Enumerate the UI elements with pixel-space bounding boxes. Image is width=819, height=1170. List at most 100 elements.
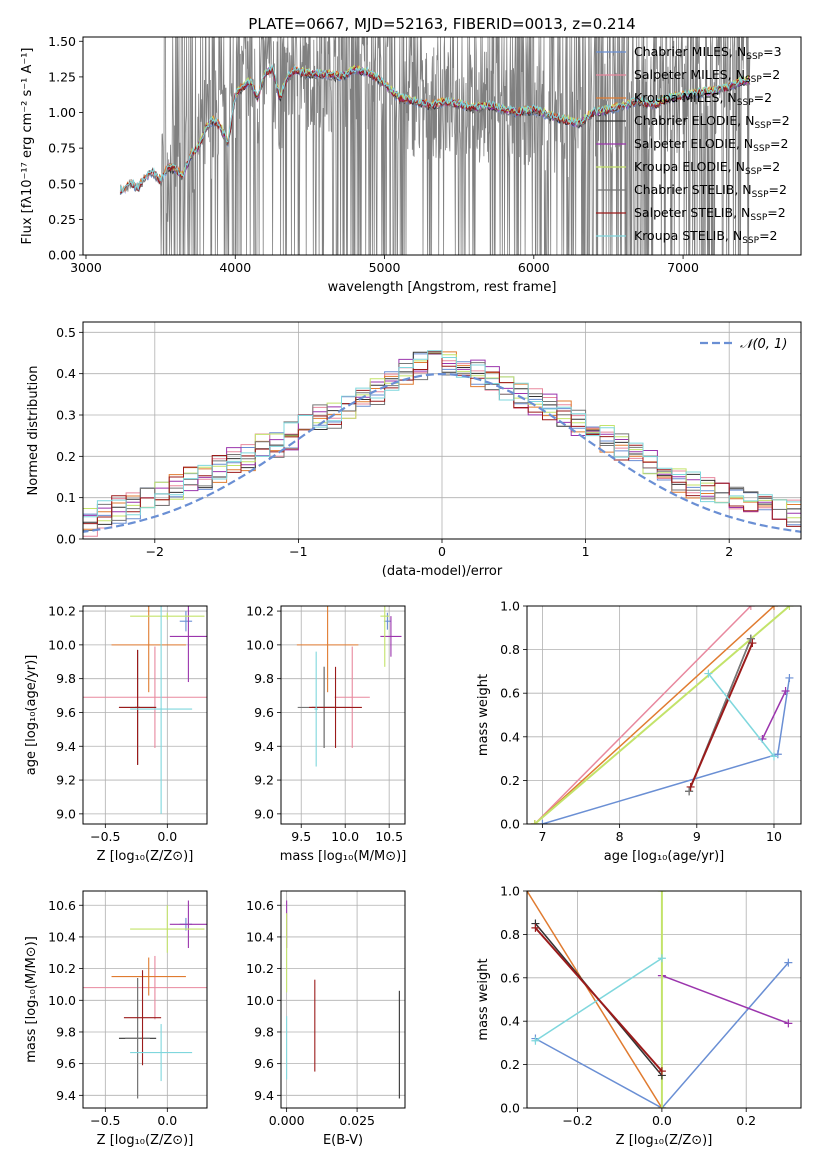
- plot-area-residuals: [83, 350, 801, 537]
- y-tick-label: 0.2: [500, 773, 520, 788]
- y-tick-label: 0.3: [56, 408, 76, 423]
- y-tick-label: 0.8: [500, 642, 520, 657]
- errorbar-salpeter-miles: [83, 646, 207, 748]
- errorbar-kroupa-elodie: [130, 905, 205, 953]
- y-tick-label: 0.4: [500, 1014, 520, 1029]
- plot-area-weight-vs-age: [530, 606, 794, 824]
- legend-label-tail: =3: [763, 44, 781, 59]
- legend-label-sub: SSP: [745, 167, 762, 177]
- errorbar-kroupa-stelib: [130, 606, 193, 814]
- y-tick-label: 0.2: [56, 449, 76, 464]
- legend-label-main: Chabrier STELIB, N: [634, 182, 752, 197]
- axes-frame: [280, 890, 406, 1109]
- legend-label: Salpeter STELIB, NSSP=2: [634, 205, 786, 223]
- panel-weight-vs-age: 7 8 9 10 0.0 0.2 0.4 0.6 0.8 1.0 age [log₁₀(age/yr…: [476, 599, 802, 864]
- x-tick-label: 7: [538, 829, 546, 844]
- y-tick-label: 9.8: [254, 671, 274, 686]
- x-tick-label: −2: [146, 544, 164, 559]
- y-tick-label: 0.00: [48, 248, 76, 263]
- x-axis-label: (data-model)/error: [382, 564, 503, 579]
- legend-label-main: Kroupa STELIB, N: [634, 228, 742, 243]
- y-tick-label: 10.4: [48, 929, 76, 944]
- plot-area-spectrum: [119, 37, 751, 255]
- legend-label-sub: SSP: [753, 144, 770, 154]
- weight-line-kroupa-miles: [534, 606, 775, 824]
- y-tick-label: 0.2: [500, 1057, 520, 1072]
- legend-label-tail: =2: [767, 205, 785, 220]
- residual-legend: 𝒩(0, 1): [700, 337, 787, 352]
- errorbar-chabrier-miles: [179, 611, 193, 632]
- x-tick-label: 0.0: [157, 829, 177, 844]
- weight-marker: [531, 1036, 540, 1045]
- legend-label: Kroupa STELIB, NSSP=2: [634, 228, 778, 246]
- panel-residuals: −2 −1 0 1 2 0.0 0.1 0.2 0.3 0.4 0.5 (data-model)/er…: [26, 321, 802, 579]
- y-tick-label: 0.4: [56, 366, 76, 381]
- weight-marker: [785, 673, 794, 682]
- legend-label-tail: =2: [762, 159, 780, 174]
- weight-marker: [657, 891, 666, 895]
- panel-age-vs-z: −0.5 0.0 9.0 9.2 9.4 9.6 9.8 10.0 10.2 Z [log₁₀(Z…: [24, 604, 208, 864]
- axes-frame: [82, 890, 208, 1109]
- y-tick-label: 0.0: [500, 817, 520, 832]
- legend-label-tail: =2: [762, 67, 780, 82]
- y-tick-label: 9.8: [254, 1024, 274, 1039]
- legend-label-tail: =2: [759, 228, 777, 243]
- weight-marker: [530, 820, 539, 824]
- y-tick-label: 9.4: [254, 1088, 274, 1103]
- x-tick-label: 7000: [667, 260, 699, 275]
- weight-line-salpeter-miles: [534, 606, 752, 824]
- axes-frame: [82, 36, 802, 256]
- legend-label: Chabrier STELIB, NSSP=2: [634, 182, 787, 200]
- panel-spectrum: 3000 4000 5000 6000 7000 0.00 0.25 0.50 0.75 1.00…: [20, 34, 802, 295]
- y-tick-label: 9.6: [254, 705, 274, 720]
- weight-line-chabrier-miles: [535, 962, 789, 1108]
- x-axis-label: Z [log₁₀(Z/Z⊙)]: [97, 1133, 194, 1148]
- errorbar-salpeter-miles: [83, 955, 207, 1020]
- x-tick-label: 3000: [70, 260, 102, 275]
- x-tick-label: 8: [616, 829, 624, 844]
- errorbar-kroupa-miles: [111, 606, 186, 693]
- y-tick-label: 10.0: [246, 637, 274, 652]
- errorbar-kroupa-elodie: [380, 606, 390, 667]
- y-tick-label: 0.50: [48, 176, 76, 191]
- legend-label-tail: =2: [771, 113, 789, 128]
- panel-age-vs-mass: 9.5 10.0 10.5 9.0 9.2 9.4 9.6 9.8 10.0 10.2 mass […: [246, 604, 406, 864]
- plot-area-age-vs-mass: [296, 606, 402, 767]
- legend-label-sub: SSP: [745, 75, 762, 85]
- legend-label-main: Kroupa MILES, N: [634, 90, 737, 105]
- weight-marker: [748, 639, 757, 648]
- plot-area-weight-vs-z: [527, 891, 793, 1108]
- legend-label-sub: SSP: [746, 52, 763, 62]
- y-axis-label: Normed distribution: [26, 366, 41, 496]
- x-tick-label: 0.2: [736, 1113, 756, 1128]
- weight-marker: [538, 820, 547, 824]
- plot-area-mass-vs-z: [83, 900, 207, 1099]
- y-tick-label: 1.25: [48, 69, 76, 84]
- y-tick-label: 1.00: [48, 105, 76, 120]
- y-tick-label: 0.4: [500, 729, 520, 744]
- legend-label-tail: =2: [769, 182, 787, 197]
- legend-label: Kroupa ELODIE, NSSP=2: [634, 159, 780, 177]
- weight-marker: [781, 687, 790, 696]
- weight-marker: [704, 669, 713, 678]
- y-tick-label: 9.0: [254, 806, 274, 821]
- gaussian-curve: [83, 373, 801, 533]
- y-tick-label: 9.0: [56, 806, 76, 821]
- y-tick-label: 1.50: [48, 34, 76, 49]
- y-axis-label: mass weight: [476, 958, 491, 1040]
- legend-label-main: Chabrier MILES, N: [634, 44, 746, 59]
- x-tick-label: 0.000: [269, 1113, 305, 1128]
- y-tick-label: 0.0: [56, 532, 76, 547]
- legend-label-main: Chabrier ELODIE, N: [634, 113, 754, 128]
- y-tick-label: 10.0: [48, 637, 76, 652]
- errorbar-salpeter-elodie: [380, 616, 402, 657]
- legend-label-sub: SSP: [754, 121, 771, 131]
- y-tick-label: 0.5: [56, 325, 76, 340]
- y-tick-label: 10.6: [246, 898, 274, 913]
- y-tick-label: 9.8: [56, 1024, 76, 1039]
- legend-label-main: Salpeter MILES, N: [634, 67, 745, 82]
- y-tick-label: 1.0: [500, 599, 520, 614]
- x-tick-label: 10.5: [375, 829, 403, 844]
- x-tick-label: 6000: [518, 260, 550, 275]
